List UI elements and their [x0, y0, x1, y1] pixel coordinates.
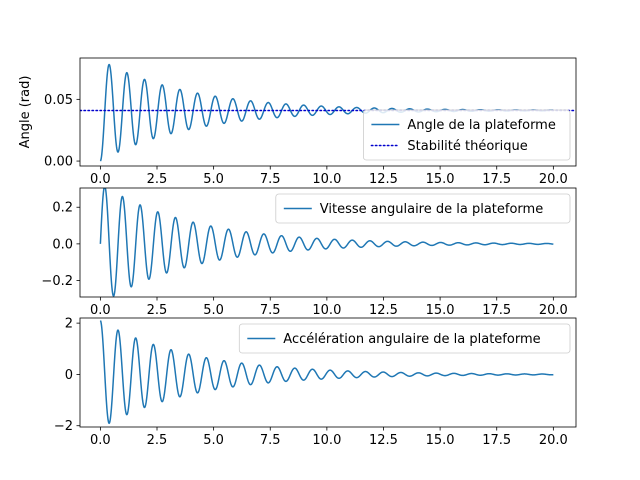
x-tick-label: 10.0 — [312, 433, 341, 448]
series-line-1 — [99, 188, 554, 297]
x-tick-label: 5.0 — [203, 172, 224, 187]
axes-frame — [79, 57, 577, 167]
legend: Angle de la plateforme Stabilité théoriqu… — [362, 109, 571, 161]
x-tick-label: 17.5 — [482, 303, 511, 318]
subplot-3: 0.0 2.5 5.0 7.5 10.0 12.5 15.0 17.5 20.0 −2 0 2 Accé… — [54, 317, 577, 448]
y-tick-label: 0.00 — [44, 155, 73, 170]
x-tick-label: 0.0 — [90, 172, 111, 187]
x-tick-label: 2.5 — [147, 433, 168, 448]
x-tick-label: 0.0 — [90, 303, 111, 318]
series-group — [99, 320, 554, 425]
series-group — [99, 188, 554, 297]
y-tick-label: −2 — [54, 419, 73, 434]
x-tick-label: 15.0 — [426, 433, 455, 448]
x-tick-label: 17.5 — [482, 172, 511, 187]
y-tick-label: 2 — [65, 317, 73, 332]
y-axis-label: Angle (rad) — [18, 76, 33, 149]
legend-box — [362, 109, 571, 161]
x-tick-label: 15.0 — [426, 172, 455, 187]
legend-box — [238, 323, 571, 354]
x-tick-label: 7.5 — [260, 172, 281, 187]
x-tick-label: 5.0 — [203, 303, 224, 318]
axes-frame — [79, 187, 577, 298]
x-tick-label: 17.5 — [482, 433, 511, 448]
legend: Accélération angulaire de la plateforme — [238, 323, 571, 354]
legend: Vitesse angulaire de la plateforme — [275, 193, 571, 224]
x-tick-label: 2.5 — [147, 172, 168, 187]
x-tick-label: 2.5 — [147, 303, 168, 318]
x-tick-label: 20.0 — [539, 433, 568, 448]
x-tick-label: 20.0 — [539, 172, 568, 187]
subplot-1: 0.0 2.5 5.0 7.5 10.0 12.5 15.0 17.5 20.0 0.00 0.05… — [18, 57, 577, 187]
legend-label: Accélération angulaire de la plateforme — [283, 332, 540, 347]
x-tick-label: 5.0 — [203, 433, 224, 448]
axes-frame — [79, 317, 577, 428]
legend-box — [275, 193, 571, 224]
y-tick-label: 0.05 — [44, 93, 73, 108]
x-tick-label: 15.0 — [426, 303, 455, 318]
y-tick-label: 0 — [65, 368, 73, 383]
x-tick-label: 7.5 — [260, 433, 281, 448]
legend-label: Vitesse angulaire de la plateforme — [320, 202, 543, 217]
y-tick-label: −0.2 — [41, 274, 73, 289]
x-tick-label: 12.5 — [369, 303, 398, 318]
x-tick-label: 20.0 — [539, 303, 568, 318]
series-line-1 — [99, 320, 554, 425]
subplot-2: 0.0 2.5 5.0 7.5 10.0 12.5 15.0 17.5 20.0 −0.2 0.0 0… — [41, 187, 577, 318]
y-tick-label: 0.0 — [52, 237, 73, 252]
x-tick-label: 12.5 — [369, 433, 398, 448]
legend-label: Stabilité théorique — [407, 139, 527, 154]
x-tick-label: 7.5 — [260, 303, 281, 318]
y-tick-label: 0.2 — [52, 201, 73, 216]
legend-label: Angle de la plateforme — [407, 118, 555, 133]
x-tick-label: 12.5 — [369, 172, 398, 187]
x-tick-label: 10.0 — [312, 303, 341, 318]
x-tick-label: 0.0 — [90, 433, 111, 448]
x-tick-label: 10.0 — [312, 172, 341, 187]
